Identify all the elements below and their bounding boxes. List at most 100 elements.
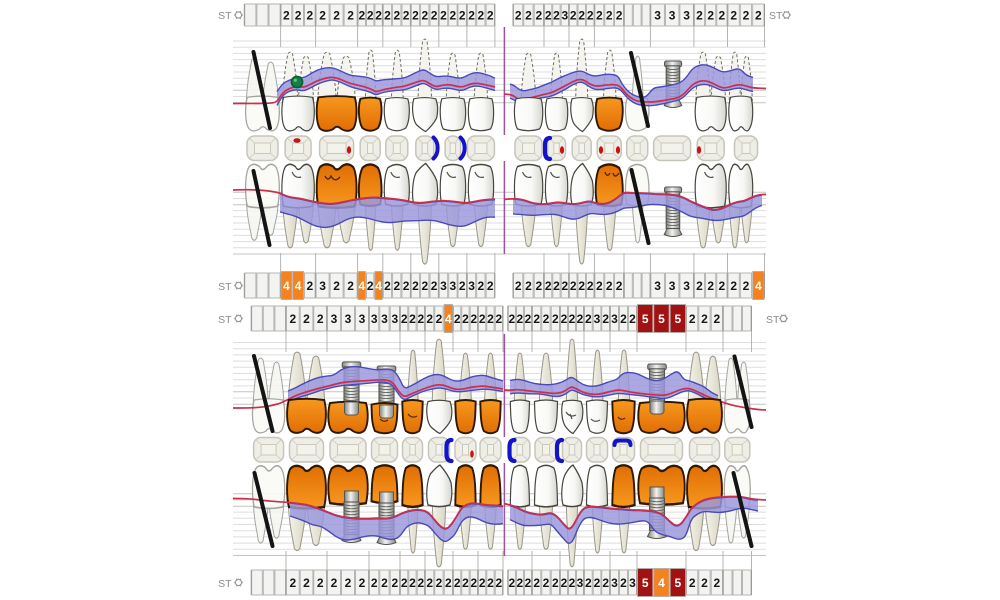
svg-text:2: 2 — [295, 8, 302, 22]
svg-text:2: 2 — [454, 312, 461, 326]
svg-text:2: 2 — [487, 279, 494, 293]
svg-text:2: 2 — [333, 279, 340, 293]
svg-text:2: 2 — [445, 576, 452, 590]
svg-text:2: 2 — [358, 8, 365, 22]
svg-text:2: 2 — [515, 279, 522, 293]
svg-text:3: 3 — [371, 312, 378, 326]
svg-text:2: 2 — [478, 8, 485, 22]
svg-text:2: 2 — [384, 8, 391, 22]
svg-text:2: 2 — [545, 279, 552, 293]
svg-text:2: 2 — [525, 8, 532, 22]
svg-text:2: 2 — [454, 576, 461, 590]
svg-text:3: 3 — [669, 279, 676, 293]
svg-text:5: 5 — [642, 312, 649, 326]
svg-text:2: 2 — [515, 8, 522, 22]
svg-text:3: 3 — [450, 279, 457, 293]
svg-text:5: 5 — [642, 576, 649, 590]
svg-text:2: 2 — [719, 8, 726, 22]
svg-text:2: 2 — [412, 8, 419, 22]
svg-text:2: 2 — [602, 312, 609, 326]
svg-text:2: 2 — [289, 576, 296, 590]
svg-text:2: 2 — [570, 8, 577, 22]
svg-text:2: 2 — [587, 8, 594, 22]
svg-text:2: 2 — [289, 312, 296, 326]
svg-text:2: 2 — [508, 576, 515, 590]
svg-text:3: 3 — [594, 312, 601, 326]
svg-text:2: 2 — [436, 312, 443, 326]
svg-text:3: 3 — [611, 576, 618, 590]
svg-text:2: 2 — [417, 576, 424, 590]
svg-text:2: 2 — [606, 279, 613, 293]
svg-text:4: 4 — [755, 279, 762, 293]
svg-text:3: 3 — [331, 312, 338, 326]
svg-text:2: 2 — [331, 576, 338, 590]
svg-text:2: 2 — [440, 8, 447, 22]
svg-text:2: 2 — [689, 576, 696, 590]
svg-text:2: 2 — [578, 8, 585, 22]
svg-text:2: 2 — [317, 576, 324, 590]
svg-text:2: 2 — [620, 576, 627, 590]
svg-text:2: 2 — [459, 279, 466, 293]
svg-text:3: 3 — [359, 312, 366, 326]
svg-text:2: 2 — [479, 312, 486, 326]
svg-text:2: 2 — [401, 312, 408, 326]
svg-text:2: 2 — [347, 8, 354, 22]
svg-text:2: 2 — [525, 312, 532, 326]
svg-text:2: 2 — [525, 279, 532, 293]
svg-text:2: 2 — [701, 576, 708, 590]
svg-text:ST: ST — [769, 10, 783, 22]
svg-text:2: 2 — [495, 576, 502, 590]
svg-text:2: 2 — [470, 312, 477, 326]
svg-text:2: 2 — [306, 8, 313, 22]
svg-text:2: 2 — [478, 279, 485, 293]
svg-text:2: 2 — [543, 576, 550, 590]
svg-text:3: 3 — [669, 8, 676, 22]
svg-text:2: 2 — [743, 8, 750, 22]
svg-text:5: 5 — [674, 312, 681, 326]
svg-text:ST: ST — [218, 578, 232, 590]
svg-text:2: 2 — [730, 279, 737, 293]
svg-text:2: 2 — [401, 576, 408, 590]
svg-text:2: 2 — [412, 279, 419, 293]
svg-text:2: 2 — [431, 8, 438, 22]
svg-text:2: 2 — [409, 576, 416, 590]
svg-text:2: 2 — [375, 8, 382, 22]
svg-text:2: 2 — [470, 576, 477, 590]
svg-text:2: 2 — [596, 279, 603, 293]
svg-text:2: 2 — [421, 279, 428, 293]
svg-text:2: 2 — [561, 279, 568, 293]
svg-text:2: 2 — [381, 576, 388, 590]
svg-text:2: 2 — [569, 312, 576, 326]
svg-text:2: 2 — [345, 576, 352, 590]
svg-text:2: 2 — [561, 312, 568, 326]
svg-text:2: 2 — [303, 312, 310, 326]
svg-text:2: 2 — [462, 312, 469, 326]
svg-text:4: 4 — [295, 279, 302, 293]
svg-text:4: 4 — [358, 279, 365, 293]
svg-text:2: 2 — [384, 279, 391, 293]
svg-text:2: 2 — [569, 576, 576, 590]
svg-text:3: 3 — [683, 279, 690, 293]
svg-text:2: 2 — [462, 576, 469, 590]
svg-text:2: 2 — [319, 8, 326, 22]
svg-text:2: 2 — [426, 312, 433, 326]
svg-text:3: 3 — [345, 312, 352, 326]
svg-text:2: 2 — [403, 279, 410, 293]
svg-text:2: 2 — [594, 576, 601, 590]
svg-text:2: 2 — [347, 279, 354, 293]
svg-text:2: 2 — [629, 312, 636, 326]
svg-text:2: 2 — [533, 576, 540, 590]
svg-text:2: 2 — [707, 8, 714, 22]
svg-text:2: 2 — [585, 576, 592, 590]
svg-text:ST: ST — [218, 314, 232, 326]
svg-text:4: 4 — [658, 576, 665, 590]
svg-text:2: 2 — [367, 8, 374, 22]
svg-text:2: 2 — [450, 8, 457, 22]
svg-text:2: 2 — [578, 279, 585, 293]
svg-text:2: 2 — [606, 8, 613, 22]
svg-text:2: 2 — [743, 279, 750, 293]
svg-text:2: 2 — [317, 312, 324, 326]
svg-text:2: 2 — [545, 8, 552, 22]
svg-text:2: 2 — [459, 8, 466, 22]
svg-text:2: 2 — [616, 8, 623, 22]
